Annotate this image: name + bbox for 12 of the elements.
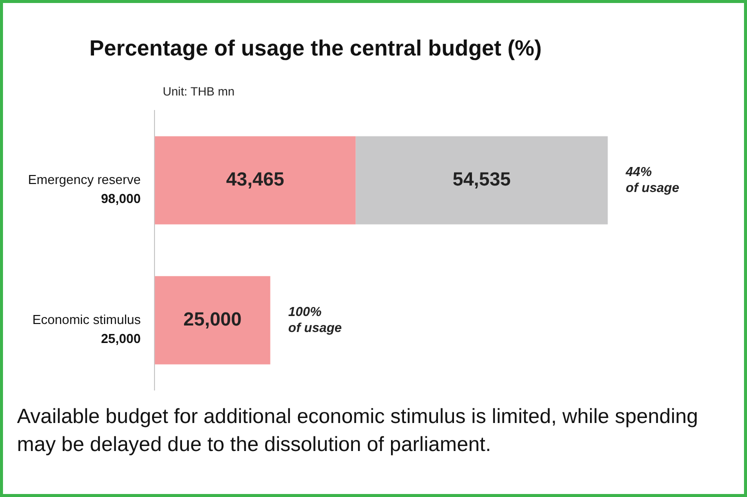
data-label: 25,000 bbox=[183, 309, 242, 330]
y-tick-label: Emergency reserve bbox=[28, 172, 141, 187]
text: Unit: THB mn bbox=[162, 84, 235, 99]
total-label: 25,000 bbox=[100, 330, 141, 346]
text: Available budget for additional economic stimulus is limited, while spending may be delayed due to the dissolution of parliament. bbox=[17, 404, 700, 458]
total-label: 98,000 bbox=[100, 190, 141, 206]
annotation: 44% of usage bbox=[624, 164, 680, 195]
data-label: 43,465 bbox=[226, 170, 285, 191]
annotation: 100% of usage bbox=[288, 304, 342, 335]
data-label: 54,535 bbox=[452, 170, 512, 191]
y-tick-label: Economic stimulus bbox=[32, 312, 142, 327]
chart-title: Percentage of usage the central budget (%) bbox=[89, 35, 542, 60]
